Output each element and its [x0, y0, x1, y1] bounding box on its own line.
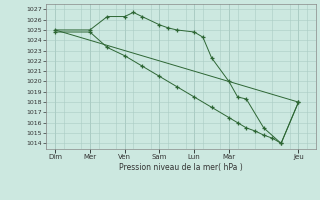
- X-axis label: Pression niveau de la mer( hPa ): Pression niveau de la mer( hPa ): [119, 163, 243, 172]
